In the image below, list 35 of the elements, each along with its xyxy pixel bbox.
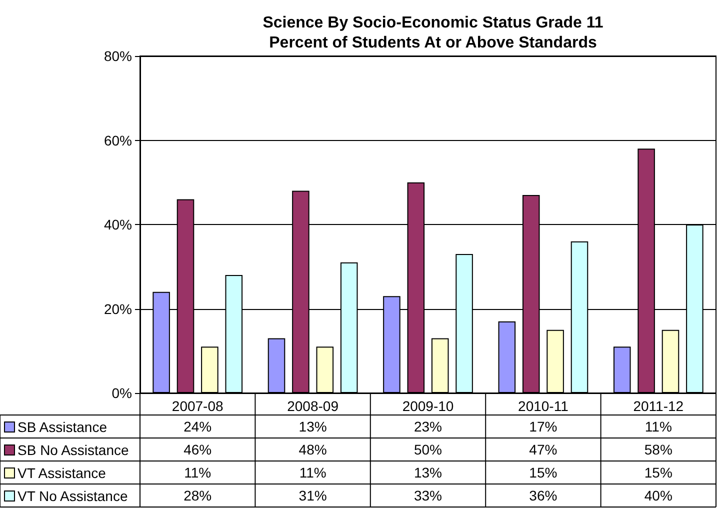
- x-tick-label: 2010-11: [518, 398, 569, 414]
- y-tick-label: 20%: [104, 300, 132, 317]
- legend-label: SB No Assistance: [18, 442, 129, 458]
- data-label: 31%: [298, 488, 327, 504]
- data-label: 50%: [414, 442, 442, 458]
- data-label: 28%: [184, 488, 212, 504]
- data-label: 36%: [529, 488, 558, 504]
- data-label: 17%: [529, 418, 558, 434]
- data-label: 24%: [184, 418, 212, 434]
- data-label: 47%: [529, 442, 558, 458]
- data-label: 40%: [644, 488, 672, 504]
- y-tick-label: 80%: [104, 48, 132, 64]
- legend-label: VT Assistance: [18, 465, 106, 481]
- y-tick-label: 40%: [104, 216, 132, 232]
- x-tick-label: 2011-12: [633, 398, 684, 414]
- data-label: 15%: [529, 464, 558, 480]
- legend-label: VT No Assistance: [18, 488, 128, 504]
- data-label: 15%: [644, 464, 672, 480]
- x-tick-label: 2008-09: [287, 398, 339, 414]
- y-tick-label: 60%: [104, 132, 132, 148]
- data-label: 11%: [644, 418, 672, 434]
- data-label: 46%: [184, 442, 212, 458]
- data-label: 11%: [299, 464, 326, 480]
- data-label: 33%: [414, 488, 442, 504]
- x-tick-label: 2009-10: [402, 398, 454, 414]
- data-label: 58%: [644, 442, 672, 458]
- y-tick-label: 0%: [112, 385, 132, 401]
- x-tick-label: 2007-08: [172, 398, 224, 414]
- chart-title: Science By Socio-Economic Status Grade 11 Percent of Students At or Above Standards: [262, 14, 604, 52]
- data-label: 13%: [298, 418, 327, 434]
- legend-label: SB Assistance: [18, 419, 108, 435]
- data-label: 48%: [298, 442, 327, 458]
- data-label: 13%: [414, 464, 442, 480]
- data-label: 11%: [184, 464, 212, 480]
- data-label: 23%: [414, 418, 442, 434]
